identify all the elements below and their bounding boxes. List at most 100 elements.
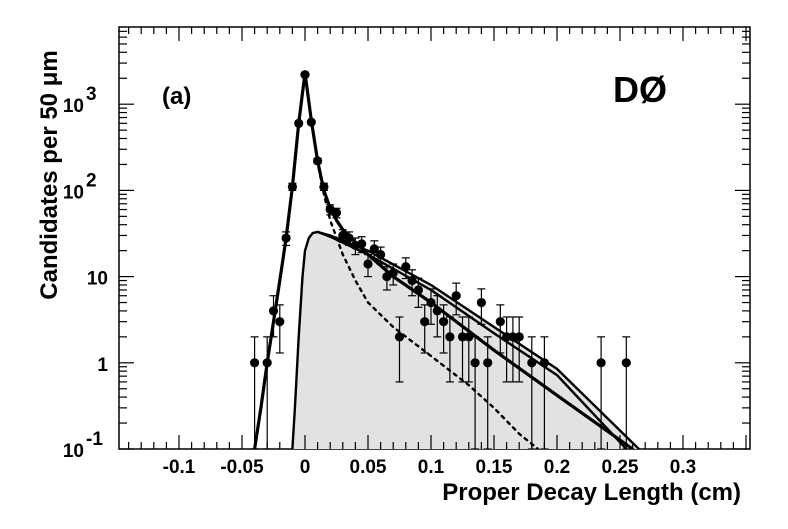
data-marker [451,291,461,301]
data-marker [376,249,386,260]
data-point [331,207,342,219]
y-tick-exponent: 2 [86,170,97,191]
data-point [621,336,631,449]
data-marker [294,118,304,128]
data-marker [357,239,367,249]
x-axis-title: Proper Decay Length (cm) [442,479,741,506]
data-point [527,336,537,449]
data-marker [445,332,455,342]
data-point [445,316,455,383]
y-axis-title: Candidates per 50 μm [36,50,63,299]
data-marker [420,317,430,327]
data-marker [369,244,379,254]
data-point [495,304,505,354]
data-point [275,304,285,354]
data-marker [439,317,449,327]
data-marker [464,332,474,342]
data-marker [344,233,354,243]
data-marker [470,358,480,368]
data-marker [483,358,493,368]
data-point [596,336,606,449]
data-point [268,295,279,338]
data-point [363,253,373,278]
y-tick-exponent: -1 [86,429,103,450]
x-tick-label: 0.2 [544,457,570,478]
data-marker [388,268,398,278]
experiment-label: DØ [613,69,667,110]
data-point [464,316,474,383]
panel-label: (a) [162,83,191,110]
data-marker [313,156,323,166]
data-point [325,204,335,216]
y-tick-exponent: 3 [86,84,97,105]
y-tick-label: 10 [63,182,84,203]
x-tick-label: 0.25 [602,457,639,478]
data-marker [407,275,417,286]
data-marker [262,358,272,368]
signal-shaded-area [292,231,639,449]
data-marker [268,306,279,316]
data-point [432,295,442,338]
data-marker [502,332,512,342]
data-marker [432,306,442,316]
data-marker [401,262,411,272]
data-marker [495,317,505,327]
data-marker [306,117,316,127]
data-marker [621,358,631,368]
data-point [439,304,449,354]
data-point [369,240,379,260]
data-marker [287,182,297,192]
data-point [388,263,398,286]
data-point [300,70,310,80]
data-point [306,117,316,127]
data-marker [527,358,537,368]
data-point [470,336,480,449]
data-marker [363,259,373,269]
data-marker [476,297,486,308]
data-marker [457,332,468,342]
data-point [313,156,323,166]
data-point [514,316,524,383]
data-marker [514,332,524,342]
data-marker [394,332,405,342]
x-tick-label: -0.1 [163,457,196,478]
data-point [319,182,329,192]
data-point [281,231,291,247]
data-point [250,336,260,449]
data-point [426,288,436,325]
data-point [376,246,386,265]
x-tick-label: 0 [300,457,311,478]
data-marker [426,297,436,308]
data-point [262,336,272,449]
data-marker [596,358,606,368]
y-tick-label: 10 [63,441,84,462]
y-tick-label: 10 [63,96,84,117]
data-point [357,236,367,254]
data-marker [539,358,550,368]
data-point [413,277,423,308]
data-point [394,316,405,383]
data-marker [300,70,310,80]
data-point [451,282,461,316]
y-tick-label: 1 [97,355,108,376]
data-marker [250,358,260,368]
data-point [476,288,486,325]
data-point [508,316,518,383]
data-marker [319,182,329,192]
data-point [483,336,493,449]
data-point [539,336,550,449]
signal-curve [291,230,641,449]
data-marker [275,317,285,327]
background-curve [303,71,540,449]
x-tick-label: 0.05 [350,457,387,478]
data-marker [281,233,291,243]
x-tick-label: 0.15 [476,457,513,478]
data-point [287,182,297,192]
data-marker [331,208,342,218]
data-point [294,118,304,128]
x-tick-label: 0.3 [670,457,696,478]
x-tick-label: -0.05 [220,457,264,478]
x-tick-label: 0.1 [418,457,445,478]
data-marker [413,285,423,295]
